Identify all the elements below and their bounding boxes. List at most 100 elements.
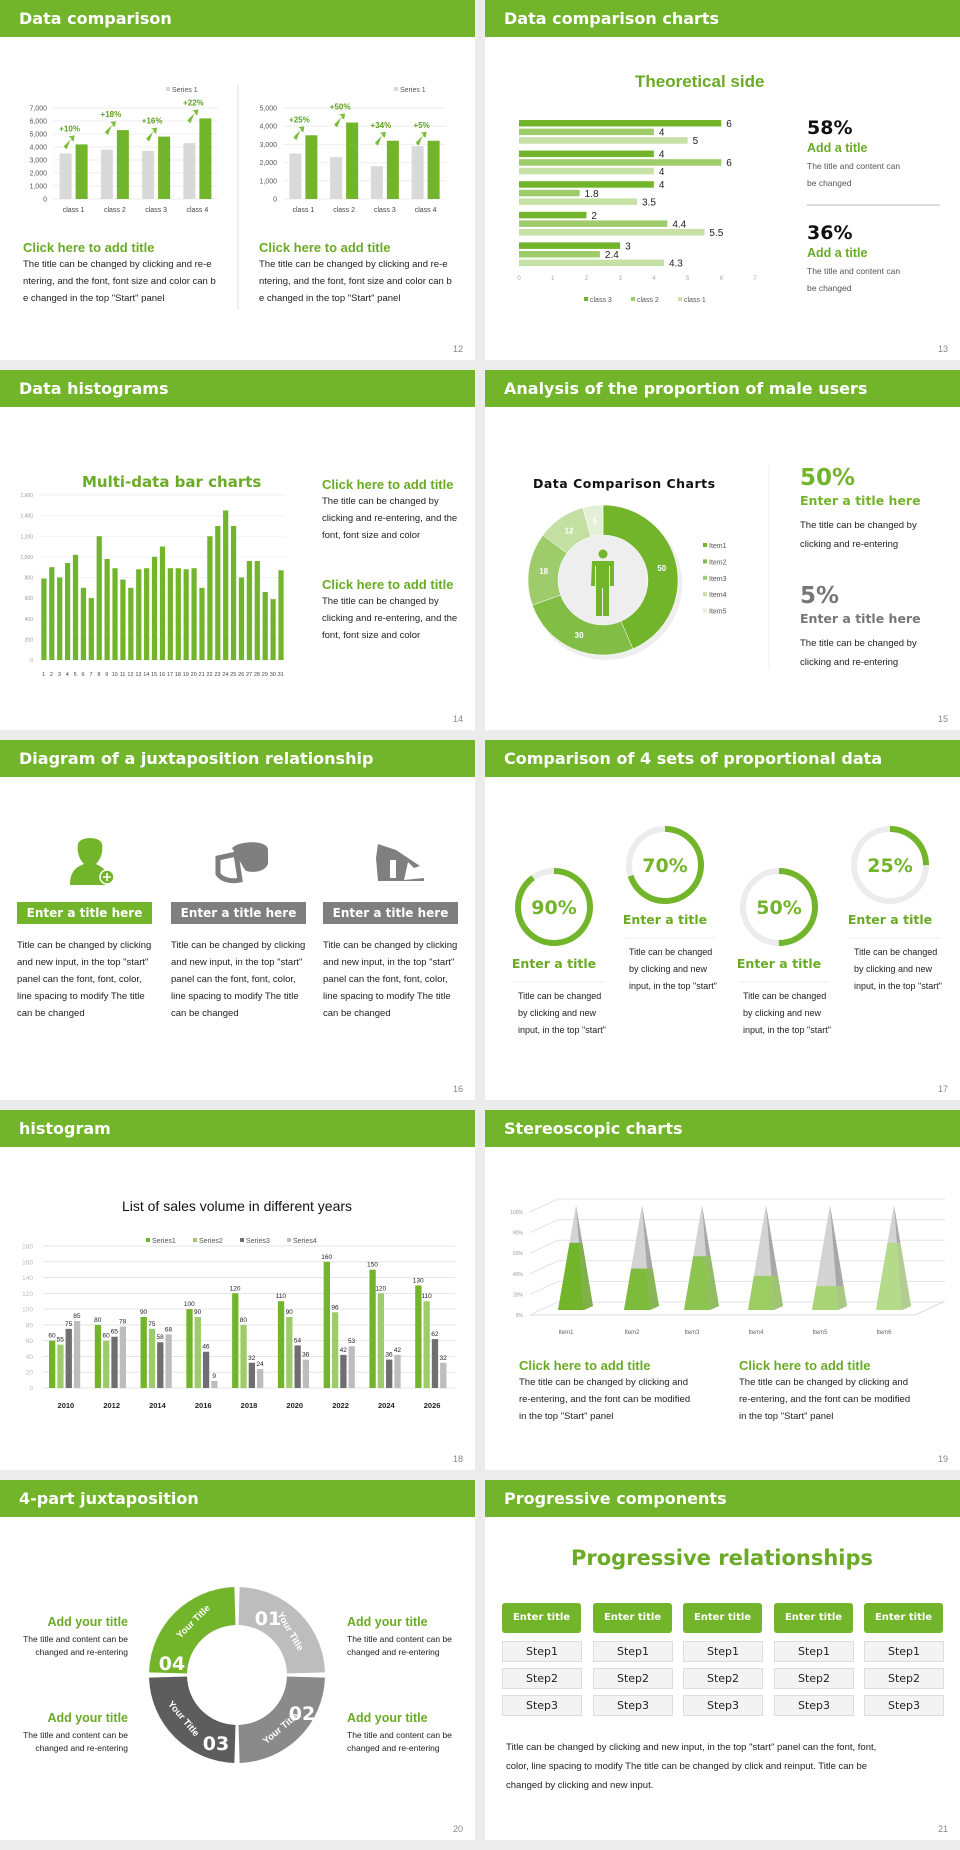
step-box[interactable]: Step1 bbox=[502, 1641, 582, 1662]
category-label: 2024 bbox=[378, 1401, 396, 1410]
slide-18[interactable]: histogram 18 0 20 40 60 80 100 120 140 160 180 Serie… bbox=[0, 1110, 475, 1470]
block-text: clicking and re-entering, and the bbox=[322, 513, 458, 524]
step-box[interactable]: Step1 bbox=[683, 1641, 763, 1662]
stat-text: clicking and re-entering bbox=[800, 539, 899, 550]
slide-number: 18 bbox=[452, 1454, 463, 1464]
bar bbox=[519, 167, 654, 175]
step-box[interactable]: Step3 bbox=[593, 1695, 673, 1716]
step-box[interactable]: Step3 bbox=[864, 1695, 944, 1716]
p bbox=[390, 860, 396, 878]
title-button[interactable]: Enter a title here bbox=[171, 902, 306, 924]
ring-text: input, in the top "start" bbox=[854, 981, 942, 991]
slide-12[interactable]: Data comparison 12 0 1,000 2,000 3,000 4,000 5,… bbox=[0, 0, 475, 360]
legend-label: Item1 bbox=[709, 543, 727, 550]
title-button[interactable]: Enter title bbox=[593, 1603, 672, 1633]
data-label: 120 bbox=[230, 1285, 241, 1292]
data-label: 6 bbox=[726, 119, 732, 130]
title-button[interactable]: Enter a title here bbox=[323, 902, 458, 924]
data-label: 3.5 bbox=[642, 197, 656, 208]
legend-label: class 2 bbox=[637, 297, 659, 304]
category-label: Item3 bbox=[684, 1330, 700, 1336]
legend-swatch bbox=[146, 1238, 150, 1242]
step-box[interactable]: Step2 bbox=[683, 1668, 763, 1689]
ring-progress bbox=[851, 826, 929, 904]
bar bbox=[199, 587, 205, 660]
pyramid-front-value bbox=[812, 1286, 838, 1310]
step-box[interactable]: Step3 bbox=[683, 1695, 763, 1716]
y-tick-label: 120 bbox=[22, 1291, 33, 1298]
data-label: 36 bbox=[302, 1352, 310, 1359]
slice-label: 18 bbox=[539, 567, 548, 576]
p bbox=[215, 850, 243, 884]
slide-header: histogram bbox=[0, 1110, 475, 1147]
step-box[interactable]: Step2 bbox=[774, 1668, 854, 1689]
step-box[interactable]: Step3 bbox=[774, 1695, 854, 1716]
step-box[interactable]: Step1 bbox=[774, 1641, 854, 1662]
growth-label: +10% bbox=[59, 124, 80, 133]
floor bbox=[530, 1301, 944, 1316]
bar bbox=[331, 1312, 339, 1388]
title-button[interactable]: Enter title bbox=[683, 1603, 762, 1633]
bar bbox=[167, 568, 173, 660]
ring-label: 25% bbox=[867, 855, 912, 877]
category-label: 29 bbox=[262, 672, 268, 678]
bar bbox=[519, 128, 654, 136]
bar bbox=[386, 1359, 393, 1388]
bar bbox=[246, 561, 252, 660]
segment-number: 01 bbox=[255, 1608, 281, 1630]
ring-segment bbox=[238, 1587, 325, 1674]
y-tick-label: 6,000 bbox=[29, 119, 47, 126]
block-text: clicking and re-entering, and the bbox=[322, 613, 458, 624]
data-label: 68 bbox=[165, 1326, 173, 1333]
data-label: 9 bbox=[212, 1373, 216, 1380]
bar bbox=[165, 1334, 172, 1388]
ring-text: input, in the top "start" bbox=[743, 1025, 831, 1035]
step-box[interactable]: Step1 bbox=[593, 1641, 673, 1662]
bar bbox=[157, 1342, 164, 1388]
slide-title: 4-part juxtaposition bbox=[19, 1489, 199, 1508]
column-text: line spacing to modify The title bbox=[323, 991, 451, 1002]
step-box[interactable]: Step3 bbox=[502, 1695, 582, 1716]
heading: Progressive relationships bbox=[570, 1546, 874, 1570]
data-label: 1.8 bbox=[585, 189, 599, 200]
bar bbox=[183, 569, 189, 660]
chart-layer: 0% 20% 40% 60% 80% 100% Item1 Item2 Item3 Item4 It… bbox=[510, 1198, 945, 1336]
category-label: 24 bbox=[222, 672, 228, 678]
data-label: 46 bbox=[202, 1344, 210, 1351]
title-button[interactable]: Enter title bbox=[864, 1603, 943, 1633]
slide-20[interactable]: 4-part juxtaposition 20 Your Title 01 Your T… bbox=[0, 1480, 475, 1840]
gridline bbox=[529, 1239, 945, 1254]
step-box[interactable]: Step2 bbox=[502, 1668, 582, 1689]
step-box[interactable]: Step1 bbox=[864, 1641, 944, 1662]
bar bbox=[94, 1324, 102, 1388]
slide-16[interactable]: Diagram of a juxtaposition relationship 1… bbox=[0, 740, 475, 1100]
bar bbox=[519, 211, 587, 219]
pyramid-front-value bbox=[624, 1268, 650, 1310]
category-label: class 1 bbox=[292, 207, 314, 214]
segment-number: 02 bbox=[289, 1703, 315, 1725]
data-label: 5 bbox=[693, 136, 699, 147]
slide-title: Diagram of a juxtaposition relationship bbox=[19, 749, 374, 768]
column-text: panel can the font, font, color, bbox=[323, 974, 448, 985]
stat-text: The title and content can bbox=[807, 266, 901, 276]
slide-17[interactable]: Comparison of 4 sets of proportional dat… bbox=[485, 740, 960, 1100]
slide-15[interactable]: Analysis of the proportion of male users… bbox=[485, 370, 960, 730]
step-box[interactable]: Step2 bbox=[864, 1668, 944, 1689]
bar bbox=[140, 1317, 147, 1388]
slide-14[interactable]: Data histograms 14 0 200 400 600 800 1,000 1,200… bbox=[0, 370, 475, 730]
y-tick-label: 160 bbox=[22, 1259, 33, 1266]
bar bbox=[175, 568, 181, 660]
slide-19[interactable]: Stereoscopic charts 19 0% 20% 40% 60% 80% 100% I… bbox=[485, 1110, 960, 1470]
title-button[interactable]: Enter title bbox=[774, 1603, 853, 1633]
bar-grey bbox=[183, 143, 196, 199]
step-box[interactable]: Step2 bbox=[593, 1668, 673, 1689]
legend-label: class 3 bbox=[590, 297, 612, 304]
description-text: changed by clicking and new input. bbox=[506, 1780, 654, 1791]
bar bbox=[49, 1340, 56, 1388]
slide-13[interactable]: Data comparison charts 13 6 4 5 4 6 4 4 1.8 3.5 2 4.… bbox=[485, 0, 960, 360]
bar-green bbox=[346, 122, 359, 199]
category-label: class 3 bbox=[145, 207, 167, 214]
slide-21[interactable]: Progressive components 21 Progressive rela… bbox=[485, 1480, 960, 1840]
title-button[interactable]: Enter a title here bbox=[17, 902, 152, 924]
title-button[interactable]: Enter title bbox=[502, 1603, 581, 1633]
